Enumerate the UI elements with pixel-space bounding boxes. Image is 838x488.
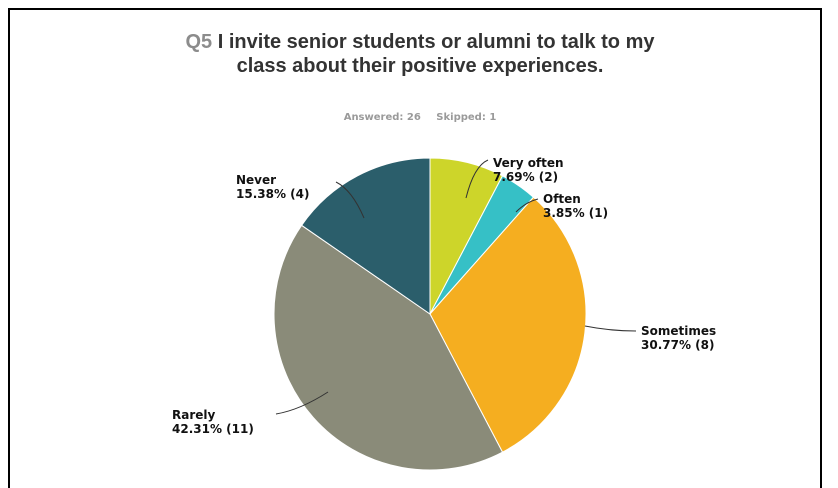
answered-count: Answered: 26 [343, 112, 421, 123]
slice-value-sometimes: 30.77% (8) [641, 338, 714, 352]
pie-slice-rarely [273, 224, 504, 471]
slice-value-very-often: 7.69% (2) [493, 170, 558, 184]
leader-line-sometimes [584, 325, 637, 332]
pie-slice-never [300, 157, 431, 315]
slice-value-often: 3.85% (1) [543, 206, 608, 220]
slice-value-rarely: 42.31% (11) [172, 422, 254, 436]
slice-label-very-often: Very often [493, 156, 564, 170]
slice-label-never: Never [236, 173, 276, 187]
leader-line-rarely [275, 391, 329, 415]
question-number: Q5 [185, 31, 213, 53]
leader-line-very-often [465, 159, 489, 199]
pie-slice-sometimes [429, 196, 587, 453]
slice-value-never: 15.38% (4) [236, 187, 309, 201]
response-stats: Answered: 26 Skipped: 1 [160, 112, 680, 123]
skipped-count: Skipped: 1 [436, 112, 497, 123]
slice-label-sometimes: Sometimes [641, 324, 716, 338]
slice-label-often: Often [543, 192, 581, 206]
question-text: I invite senior students or alumni to ta… [217, 31, 655, 77]
leader-line-often [515, 198, 539, 213]
leader-line-never [335, 181, 365, 219]
slice-label-rarely: Rarely [172, 408, 216, 422]
chart-title: Q5 I invite senior students or alumni to… [160, 30, 680, 78]
